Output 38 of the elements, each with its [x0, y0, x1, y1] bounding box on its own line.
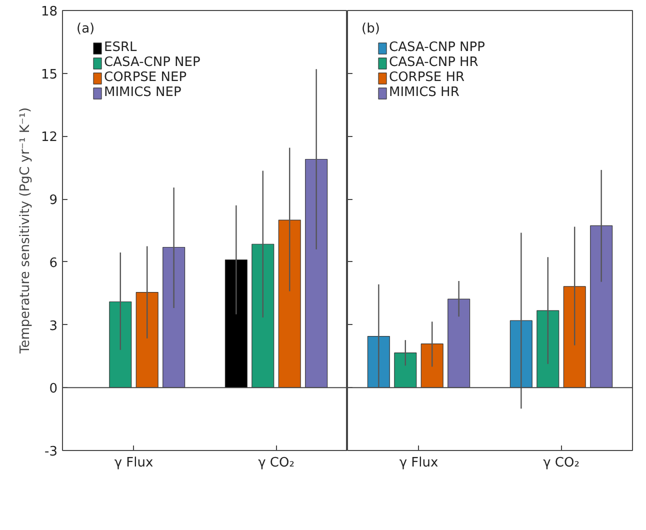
bar: [252, 244, 274, 388]
bar: [448, 298, 470, 388]
x-tick-label: γ CO₂: [543, 456, 580, 470]
text: (a): [76, 22, 95, 36]
x-tick-label: γ Flux: [399, 456, 438, 470]
bar: [162, 246, 186, 388]
bar: [563, 286, 586, 388]
y-tick-label: 3: [49, 318, 58, 334]
y-tick-label: 9: [49, 193, 58, 208]
bar: [367, 336, 390, 388]
bar: [510, 320, 532, 388]
y-tick-label: -3: [44, 444, 58, 460]
legend-label: ESRL: [104, 40, 137, 55]
y-tick-label: 18: [40, 4, 58, 20]
legend-label: MIMICS NEP: [104, 85, 182, 100]
legend-label: MIMICS HR: [389, 85, 460, 100]
legend-label: CASA-CNP NPP: [389, 40, 485, 55]
bar: [224, 260, 248, 388]
legend-label: CORPSE HR: [389, 70, 465, 85]
x-tick-label: γ CO₂: [258, 456, 294, 470]
bar: [590, 225, 613, 388]
y-tick-label: 0: [49, 382, 58, 397]
bar: [278, 220, 301, 388]
legend-label: CASA-CNP NEP: [104, 55, 200, 70]
bar: [420, 344, 444, 388]
x-tick-label: γ Flux: [114, 456, 154, 470]
y-tick-label: 12: [40, 130, 58, 146]
bar: [394, 352, 417, 388]
y-tick-label: 15: [40, 67, 58, 82]
bar: [305, 158, 328, 388]
y-axis-title: Temperature sensitivity (PgC yr⁻¹ K⁻¹): [18, 107, 33, 355]
bar: [536, 310, 560, 388]
legend-label: CORPSE NEP: [104, 70, 187, 85]
y-tick-label: 6: [49, 256, 58, 271]
text: (b): [362, 22, 380, 36]
bar: [109, 301, 132, 388]
legend-label: CASA-CNP HR: [389, 55, 478, 70]
bar: [136, 292, 158, 388]
